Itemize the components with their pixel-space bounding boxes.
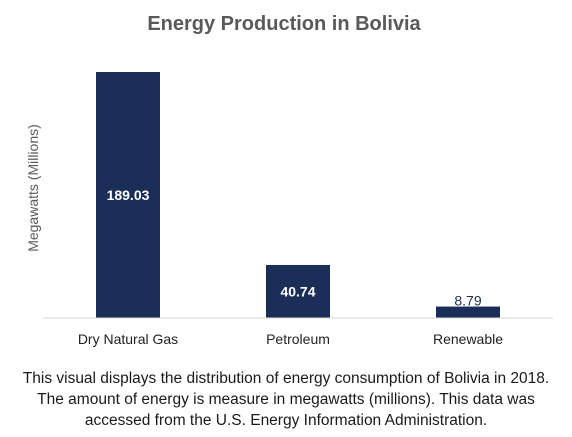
bar [436, 306, 500, 318]
data-labels-group: 189.03 40.74 8.79 [107, 187, 482, 309]
x-tick-label: Petroleum [266, 331, 330, 347]
data-label: 8.79 [454, 293, 481, 309]
chart-caption: This visual displays the distribution of… [22, 370, 550, 429]
bars-group [96, 72, 500, 318]
data-label: 40.74 [280, 283, 315, 299]
bar [96, 72, 160, 318]
x-tick-labels-group: Dry Natural Gas Petroleum Renewable [78, 331, 503, 347]
x-tick-label: Dry Natural Gas [78, 331, 178, 347]
bar [266, 264, 330, 318]
data-label: 189.03 [107, 187, 150, 203]
x-tick-label: Renewable [433, 331, 503, 347]
chart-title: Energy Production in Bolivia [147, 13, 421, 35]
y-axis-title: Megawatts (Millions) [25, 124, 41, 252]
